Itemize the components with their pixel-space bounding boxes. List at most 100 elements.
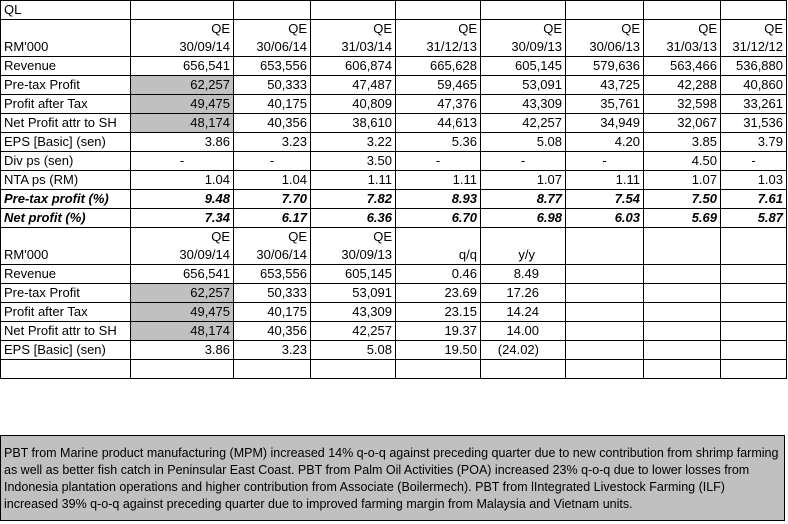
value-cell: 32,067 (643, 113, 721, 133)
value-cell: 59,465 (395, 75, 481, 95)
table-row: Div ps (sen) - -3.50- - -4.50- (0, 151, 787, 171)
value-cell: 605,145 (310, 264, 396, 284)
qq-cell: 19.50 (395, 340, 481, 360)
empty-cell (643, 321, 721, 341)
empty-cell (565, 340, 644, 360)
value-cell: - (233, 151, 311, 171)
value-cell: 7.54 (565, 189, 644, 209)
qe-label: QE (543, 21, 562, 36)
value-cell: 653,556 (233, 264, 311, 284)
column-header: QE 30/09/14 (130, 227, 234, 265)
value-cell: 50,333 (233, 75, 311, 95)
row-label: EPS [Basic] (sen) (0, 132, 131, 152)
value-cell: 5.08 (310, 340, 396, 360)
value-cell: 49,475 (130, 302, 234, 322)
quarter-date: 30/06/13 (589, 39, 640, 54)
yy-header: y/y (480, 227, 566, 265)
empty-cell (720, 302, 787, 322)
row-label: Div ps (sen) (0, 151, 131, 171)
value-cell: 48,174 (130, 321, 234, 341)
value-cell: 53,091 (310, 283, 396, 303)
empty-cell (643, 227, 721, 265)
row-label: Profit after Tax (0, 302, 131, 322)
value-cell: 3.79 (720, 132, 787, 152)
qe-label: QE (211, 21, 230, 36)
financial-table: QL RM'000 QE 30/09/14 QE 30/06/14 QE 31/03/14 QE… (0, 0, 787, 379)
quarter-date: 30/06/14 (256, 39, 307, 54)
row-label: Net Profit attr to SH (0, 321, 131, 341)
column-header: QE 31/12/12 (720, 19, 787, 57)
column-header: QE 31/12/13 (395, 19, 481, 57)
empty-cell (720, 0, 787, 20)
qq-cell: 23.69 (395, 283, 481, 303)
value-cell: 4.50 (643, 151, 721, 171)
bottom-header-row: RM'000 QE 30/09/14 QE 30/06/14 QE 30/09/13 q/q y… (0, 227, 787, 265)
row-label: Revenue (0, 264, 131, 284)
company-row: QL (0, 0, 787, 20)
value-cell: 1.04 (130, 170, 234, 190)
value-cell: - (395, 151, 481, 171)
value-cell: 40,175 (233, 94, 311, 114)
value-cell: 62,257 (130, 283, 234, 303)
column-header: QE 30/09/13 (480, 19, 566, 57)
yy-cell: 14.00 (480, 321, 566, 341)
quarter-date: 31/12/13 (426, 39, 477, 54)
value-cell: 42,257 (310, 321, 396, 341)
value-cell: 62,257 (130, 75, 234, 95)
unit-label: RM'000 (0, 227, 131, 265)
qe-label: QE (288, 21, 307, 36)
value-cell: 42,257 (480, 113, 566, 133)
yy-cell: 8.49 (480, 264, 566, 284)
value-cell: 44,613 (395, 113, 481, 133)
value-cell: 653,556 (233, 56, 311, 76)
value-cell: 43,725 (565, 75, 644, 95)
column-header: QE 31/03/14 (310, 19, 396, 57)
empty-cell (643, 359, 721, 379)
yy-cell: 14.24 (480, 302, 566, 322)
empty-cell (310, 0, 396, 20)
column-header: QE 30/09/14 (130, 19, 234, 57)
table-row: EPS [Basic] (sen) 3.86 3.23 3.22 5.36 5.08 4.2… (0, 132, 787, 152)
column-header: QE 30/06/14 (233, 227, 311, 265)
table-row: Profit after Tax 49,475 40,175 43,309 23.15 1… (0, 302, 787, 322)
value-cell: 49,475 (130, 94, 234, 114)
quarter-date: 30/09/14 (179, 247, 230, 262)
table-row: Revenue 656,541 653,556 605,145 0.46 8.49 (0, 264, 787, 284)
empty-cell (480, 359, 566, 379)
empty-cell (565, 0, 644, 20)
value-cell: 33,261 (720, 94, 787, 114)
empty-cell (720, 227, 787, 265)
empty-cell (720, 340, 787, 360)
qe-label: QE (211, 229, 230, 244)
table-row: Revenue 656,541 653,556 606,874 665,628 605,1… (0, 56, 787, 76)
value-cell: 6.36 (310, 208, 396, 228)
value-cell: 7.82 (310, 189, 396, 209)
value-cell: 536,880 (720, 56, 787, 76)
empty-cell (565, 359, 644, 379)
value-cell: 40,356 (233, 113, 311, 133)
table-row: Pre-tax profit (%) 9.48 7.70 7.82 8.93 8.77 7.… (0, 189, 787, 209)
company-name: QL (0, 0, 131, 20)
value-cell: 1.07 (480, 170, 566, 190)
value-cell: 7.61 (720, 189, 787, 209)
empty-cell (643, 340, 721, 360)
value-cell: 656,541 (130, 56, 234, 76)
qq-cell: 0.46 (395, 264, 481, 284)
quarter-date: 31/03/13 (666, 39, 717, 54)
value-cell: 40,809 (310, 94, 396, 114)
value-cell: 43,309 (310, 302, 396, 322)
value-cell: 34,949 (565, 113, 644, 133)
value-cell: 605,145 (480, 56, 566, 76)
empty-cell (565, 321, 644, 341)
row-label: NTA ps (RM) (0, 170, 131, 190)
empty-cell (0, 359, 131, 379)
value-cell: 1.11 (310, 170, 396, 190)
value-cell: 5.87 (720, 208, 787, 228)
row-label: Net profit (%) (0, 208, 131, 228)
empty-cell (643, 283, 721, 303)
value-cell: 5.08 (480, 132, 566, 152)
value-cell: 1.04 (233, 170, 311, 190)
value-cell: 3.85 (643, 132, 721, 152)
value-cell: - (565, 151, 644, 171)
value-cell: 50,333 (233, 283, 311, 303)
